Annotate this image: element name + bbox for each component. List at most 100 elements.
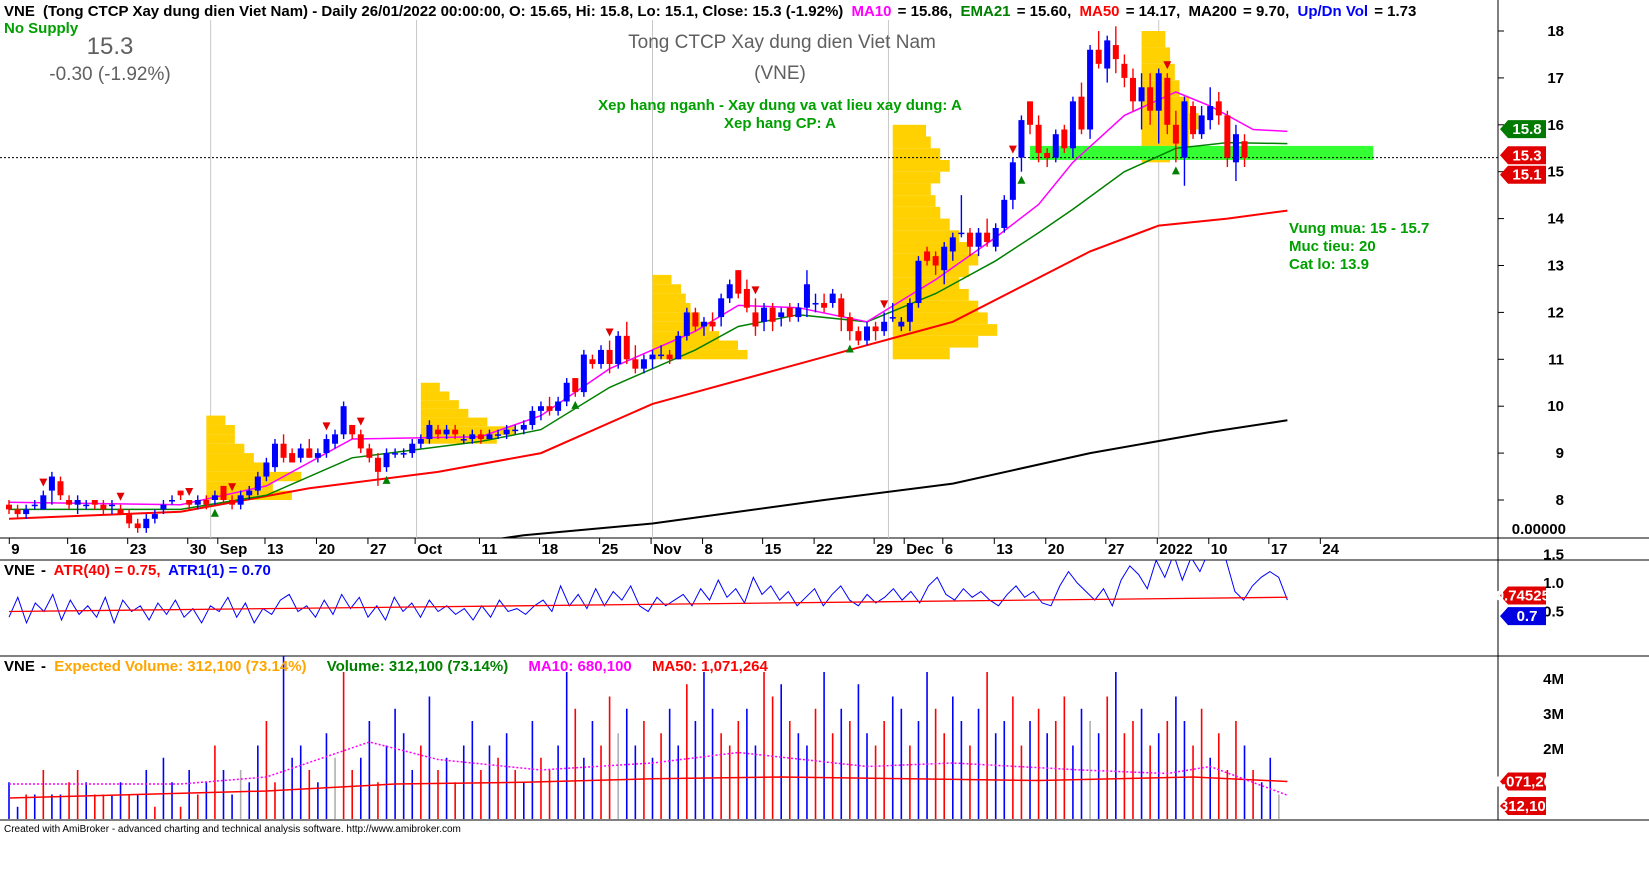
candle (572, 378, 579, 397)
candle (1104, 35, 1111, 83)
volume-panel[interactable] (0, 656, 1498, 820)
candle (649, 349, 656, 369)
volume-value: Volume: 312,100 (73.14%) (327, 658, 508, 675)
candle (1095, 31, 1102, 69)
volume-tick-label: 4M (1543, 671, 1564, 688)
atr1-tag: 0.7 (1500, 607, 1546, 626)
vol-ma10: MA10: 680,100 (528, 658, 631, 675)
atr1-line (8, 560, 1288, 625)
volume-header: VNE - Expected Volume: 312,100 (73.14%) … (4, 658, 769, 675)
price-panel[interactable] (0, 0, 1498, 538)
candle-body (1224, 115, 1231, 158)
candle (1215, 91, 1222, 125)
candle-body (503, 429, 510, 435)
header-ema21-label: EMA21 (960, 3, 1010, 20)
candle-body (314, 453, 321, 458)
sell-arrow (880, 300, 889, 309)
candle-body (1027, 101, 1034, 125)
candle-body (426, 424, 433, 440)
candle-body (761, 307, 768, 322)
expected-volume: Expected Volume: 312,100 (73.14%) (54, 658, 306, 675)
date-tick-label: 6 (945, 541, 953, 558)
candle (1138, 73, 1145, 130)
candle-body (340, 406, 347, 435)
date-tick-label: 8 (705, 541, 713, 558)
candle-body (786, 307, 793, 318)
candle-body (966, 232, 973, 247)
header-updn-value: = 1.73 (1374, 3, 1416, 20)
candle-body (1215, 101, 1222, 116)
candle-body (1069, 101, 1076, 149)
candle (220, 485, 227, 505)
candle (237, 490, 244, 510)
candle-body (692, 312, 699, 327)
candle (1198, 106, 1205, 139)
axes: 18 17 16 15 14 13 12 11 10 9 8 0.00000 15.8 15.3 15.1 1… (8, 23, 1566, 815)
header-ma200-value: = 9.70, (1243, 3, 1289, 20)
volume-profile-bar (892, 335, 979, 348)
candle-body (795, 307, 802, 318)
price-tick-label: 10 (1547, 398, 1564, 415)
candle-body (1129, 77, 1136, 102)
candle (846, 312, 853, 341)
buy-arrow (210, 508, 219, 517)
volume-profile-bar (892, 124, 926, 137)
candle (529, 406, 536, 430)
candle-body (383, 453, 390, 468)
volume-profile-bar (892, 195, 936, 207)
candle-body (460, 439, 467, 441)
candle (1078, 82, 1085, 135)
candle (949, 232, 956, 261)
candle (477, 429, 484, 444)
candle (692, 307, 699, 332)
candle-body (289, 453, 296, 463)
candle-body (443, 429, 450, 435)
candle-body (881, 321, 888, 332)
candle (435, 424, 441, 440)
candle (6, 500, 12, 515)
candle (1087, 45, 1094, 139)
price-tick-label: 17 (1547, 70, 1564, 87)
volume-profile-bar (420, 435, 497, 444)
candle (718, 293, 725, 327)
volume-profile-bar (892, 300, 979, 313)
signal-arrows (39, 61, 1180, 538)
price-header: VNE (Tong CTCP Xay dung dien Viet Nam) -… (4, 3, 1416, 20)
candle (91, 500, 98, 510)
candle-body (246, 490, 253, 496)
atr1-tag-bg (1500, 607, 1546, 626)
price-tag-low-bg (1500, 165, 1546, 184)
candle-body (1044, 152, 1051, 158)
price-tick-label: 14 (1547, 211, 1564, 228)
volume-ma50-tag-bg (1500, 772, 1546, 791)
atr-panel[interactable] (0, 560, 1498, 656)
volume-profile-bar (892, 277, 960, 289)
candle-body (769, 307, 776, 322)
candle (606, 340, 613, 374)
candle-body (91, 500, 98, 505)
candle (169, 495, 176, 505)
candle-body (203, 500, 210, 505)
candle-body (975, 232, 982, 247)
candle (186, 500, 193, 510)
candle (683, 307, 690, 341)
candle-body (546, 406, 553, 411)
candle-body (700, 321, 707, 327)
candle (280, 434, 287, 463)
candle (1001, 195, 1008, 233)
header-ema21-value: = 15.60, (1017, 3, 1072, 20)
volume-profile-bar (892, 324, 998, 336)
volume-profile-bar (420, 400, 459, 409)
price-tick-label: 12 (1547, 304, 1564, 321)
candle (48, 471, 55, 505)
candle-body (640, 359, 647, 369)
candle-body (1018, 120, 1025, 158)
candle-body (495, 434, 502, 436)
candle (898, 317, 905, 332)
header-ma50-value: = 14.17, (1126, 3, 1181, 20)
candle-body (580, 354, 587, 393)
volume-profile-bar (420, 408, 469, 418)
candle-body (160, 504, 167, 510)
candle (246, 485, 253, 500)
candle (323, 434, 330, 458)
